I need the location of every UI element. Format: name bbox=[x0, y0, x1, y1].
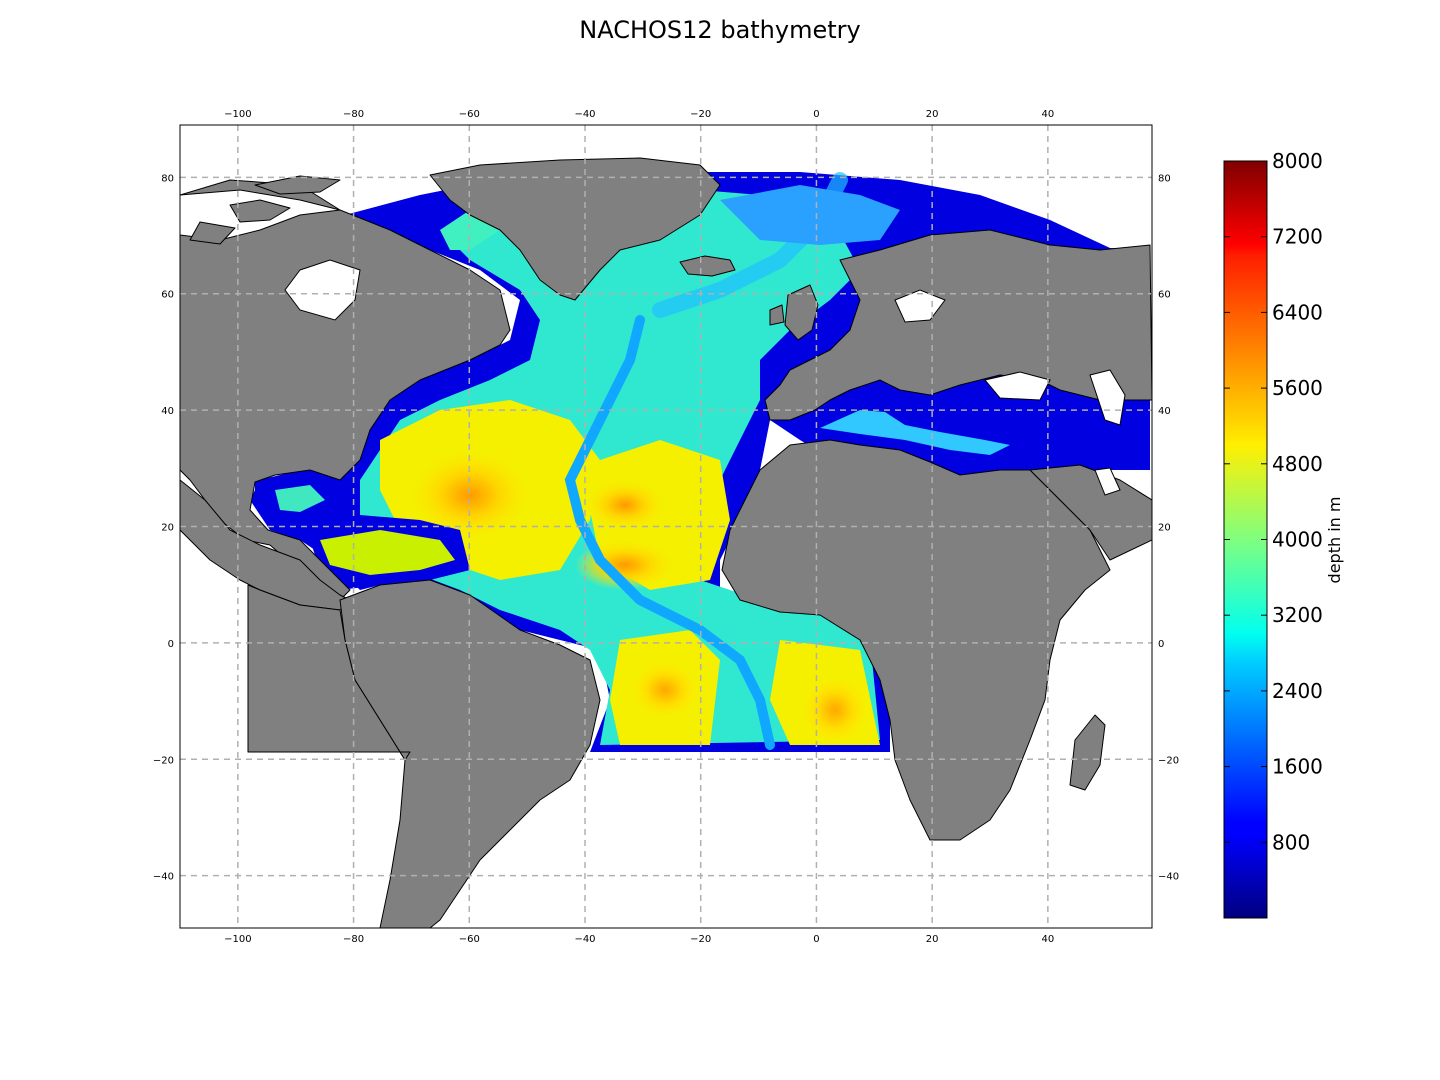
colorbar-tick-label: 4000 bbox=[1272, 528, 1323, 552]
colorbar-tick-label: 5600 bbox=[1272, 376, 1323, 400]
chart-title: NACHOS12 bathymetry bbox=[579, 16, 861, 44]
colorbar-tick-label: 7200 bbox=[1272, 225, 1323, 249]
lat-tick-label: 20 bbox=[1158, 523, 1171, 534]
lon-ticks-bottom: −100 −80 −60 −40 −20 0 20 40 bbox=[224, 934, 1054, 945]
lat-tick-label: −40 bbox=[1158, 872, 1179, 883]
colorbar-label: depth in m bbox=[1325, 497, 1344, 584]
lat-tick-label: 80 bbox=[161, 173, 174, 184]
lon-tick-label: −60 bbox=[459, 109, 480, 120]
lon-tick-label: −100 bbox=[224, 934, 251, 945]
lat-ticks-left: −40 −20 0 20 40 60 80 bbox=[153, 173, 174, 882]
lon-tick-label: 0 bbox=[813, 109, 819, 120]
lon-tick-label: −20 bbox=[690, 109, 711, 120]
colorbar-ramp bbox=[1223, 160, 1268, 919]
colorbar-tick-label: 4800 bbox=[1272, 452, 1323, 476]
lat-tick-label: 60 bbox=[1158, 290, 1171, 301]
colorbar-tick-label: 3200 bbox=[1272, 603, 1323, 627]
lat-tick-label: 20 bbox=[161, 523, 174, 534]
lon-tick-label: 20 bbox=[926, 934, 939, 945]
lon-tick-label: −40 bbox=[574, 109, 595, 120]
colorbar-tick-label: 1600 bbox=[1272, 755, 1323, 779]
arabia bbox=[1029, 464, 1152, 561]
lon-tick-label: 40 bbox=[1041, 934, 1054, 945]
lat-tick-label: −40 bbox=[153, 872, 174, 883]
lon-tick-label: 40 bbox=[1041, 109, 1054, 120]
lon-tick-label: −100 bbox=[224, 109, 251, 120]
lat-tick-label: 0 bbox=[1158, 639, 1164, 650]
lon-tick-label: 0 bbox=[813, 934, 819, 945]
british-isles bbox=[784, 284, 819, 341]
lon-tick-label: −20 bbox=[690, 934, 711, 945]
lat-ticks-right: −40 −20 0 20 40 60 80 bbox=[1158, 173, 1179, 882]
plot-frame bbox=[179, 124, 1153, 929]
colorbar: 800160024003200400048005600640072008000 … bbox=[1223, 149, 1344, 919]
lat-tick-label: 0 bbox=[168, 639, 174, 650]
colorbar-tick-label: 6400 bbox=[1272, 300, 1323, 324]
madagascar bbox=[1069, 714, 1106, 791]
lon-tick-label: −80 bbox=[343, 934, 364, 945]
lat-tick-label: 40 bbox=[161, 406, 174, 417]
europe bbox=[764, 229, 1152, 421]
lat-tick-label: 80 bbox=[1158, 173, 1171, 184]
grid-lines bbox=[180, 125, 1152, 928]
colorbar-tick-label: 8000 bbox=[1272, 149, 1323, 173]
africa bbox=[721, 439, 1111, 841]
lon-tick-label: 20 bbox=[926, 109, 939, 120]
lat-tick-label: −20 bbox=[153, 755, 174, 766]
colorbar-ticks: 800 1600 2400 3200 4000 4800 5600 6400 7200 8000 bbox=[1224, 149, 1323, 854]
iceland bbox=[679, 255, 736, 277]
lat-tick-label: 40 bbox=[1158, 406, 1171, 417]
lon-tick-label: −40 bbox=[574, 934, 595, 945]
lon-ticks-top: −100 −80 −60 −40 −20 0 20 40 bbox=[224, 109, 1054, 120]
lon-tick-label: −80 bbox=[343, 109, 364, 120]
lat-tick-label: −20 bbox=[1158, 755, 1179, 766]
greenland bbox=[429, 157, 721, 301]
colorbar-tick-label: 2400 bbox=[1272, 679, 1323, 703]
lon-tick-label: −60 bbox=[459, 934, 480, 945]
colorbar-tick-label: 800 bbox=[1272, 830, 1310, 854]
lat-tick-label: 60 bbox=[161, 290, 174, 301]
